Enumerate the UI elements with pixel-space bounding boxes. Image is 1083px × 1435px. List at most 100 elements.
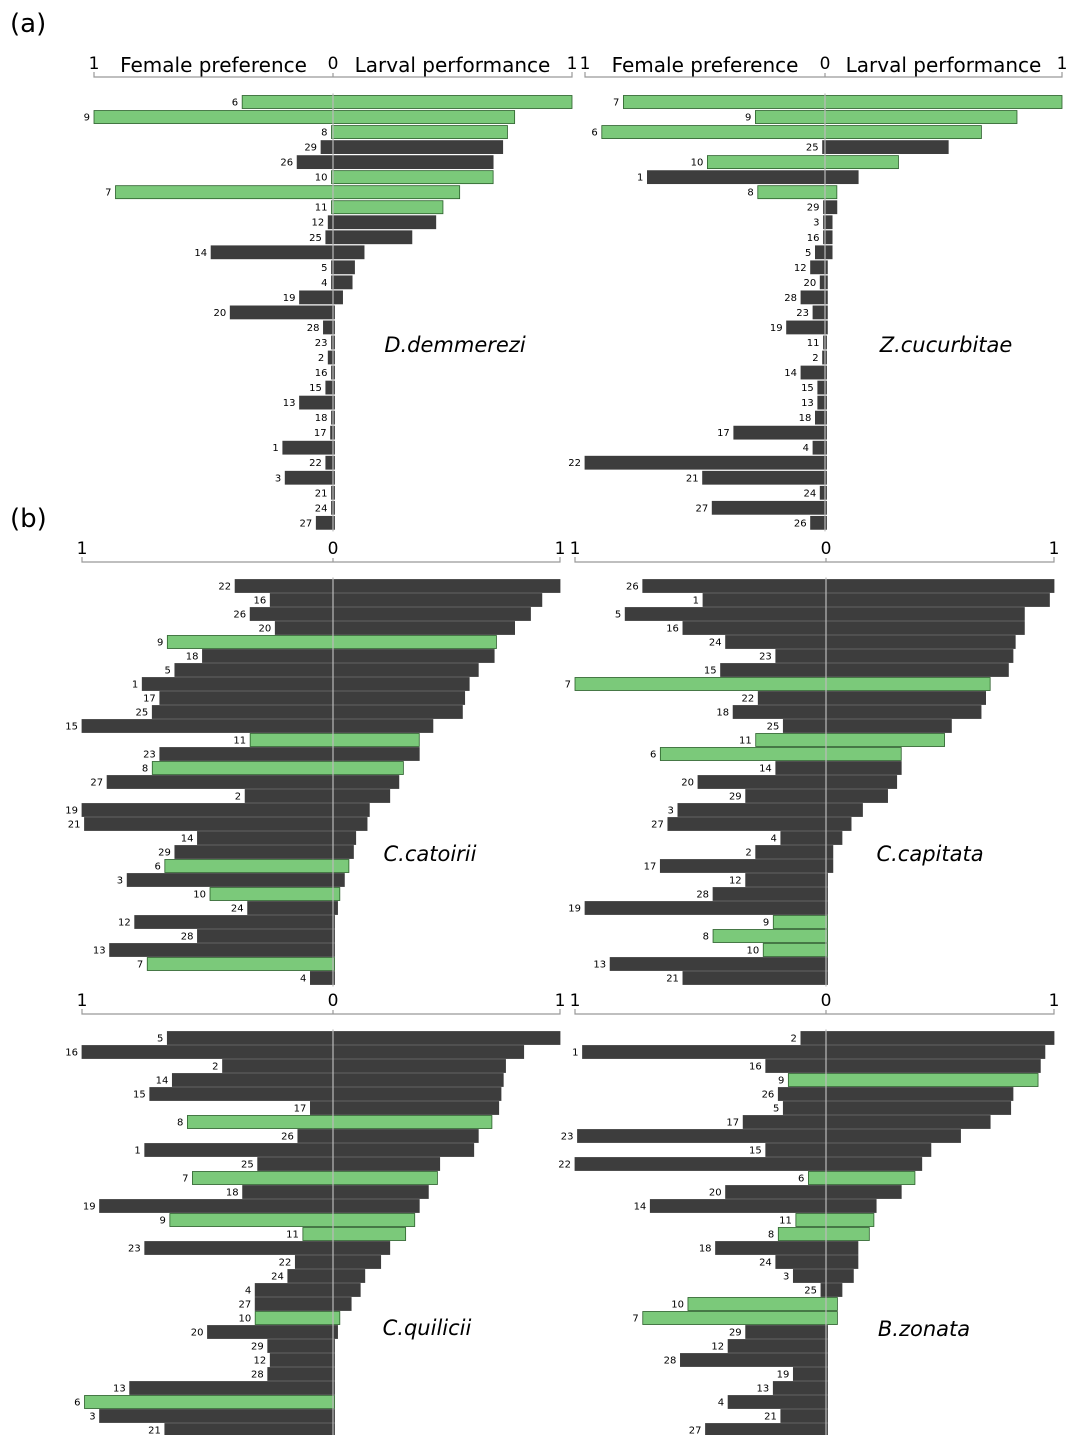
bar-label-7: 7 [105, 188, 111, 199]
bar-label-28: 28 [307, 323, 320, 334]
bar-label-24: 24 [271, 1272, 284, 1283]
bar-label-8: 8 [768, 1230, 774, 1241]
bar-label-24: 24 [709, 638, 722, 649]
bar-pref-16 [682, 621, 827, 635]
bar-pref-4 [727, 1395, 827, 1409]
bar-label-2: 2 [791, 1034, 797, 1045]
bar-pref-27 [106, 775, 334, 789]
bar-pref-27 [711, 500, 826, 515]
bar-pref-10 [707, 155, 826, 170]
bar-pref-27 [667, 817, 827, 831]
bar-perf-6 [824, 125, 982, 139]
bar-label-14: 14 [156, 1076, 169, 1087]
bar-pref-17 [159, 691, 334, 705]
bar-perf-29 [332, 140, 504, 154]
axis-left-tick-label: 1 [77, 539, 88, 559]
bar-pref-17 [310, 1101, 334, 1115]
bar-perf-16 [825, 1059, 1041, 1073]
header-larval-performance: Larval performance [355, 53, 551, 77]
bar-label-24: 24 [315, 503, 328, 514]
bar-label-12: 12 [254, 1356, 267, 1367]
bar-pref-21 [84, 817, 334, 831]
bar-label-4: 4 [300, 974, 306, 985]
bar-label-20: 20 [259, 624, 272, 635]
bar-label-8: 8 [321, 128, 327, 139]
bar-pref-2 [222, 1059, 334, 1073]
bar-label-11: 11 [807, 338, 820, 349]
bar-label-18: 18 [716, 708, 729, 719]
axis-zero-tick-label: 0 [821, 991, 832, 1011]
bar-label-4: 4 [718, 1398, 724, 1409]
bar-label-6: 6 [74, 1398, 80, 1409]
bar-pref-23 [812, 305, 826, 320]
bar-pref-13 [817, 395, 826, 410]
bar-perf-8 [824, 185, 838, 200]
bar-pref-3 [284, 470, 334, 485]
bar-perf-7 [824, 95, 1063, 109]
bar-perf-25 [332, 230, 413, 245]
header-female-preference: Female preference [612, 53, 799, 77]
bar-pref-19 [99, 1199, 334, 1213]
bar-pref-21 [164, 1423, 334, 1435]
bar-perf-3 [332, 873, 345, 887]
bar-pref-12 [269, 1353, 334, 1367]
bar-perf-14 [332, 245, 365, 260]
axis-right-tick-label: 1 [1049, 991, 1060, 1011]
axis-zero-tick-label: 0 [328, 54, 339, 74]
bar-pref-2 [327, 350, 334, 365]
bar-pref-23 [775, 649, 827, 663]
bar-pref-26 [777, 1087, 827, 1101]
bar-pref-5 [174, 663, 334, 677]
panel-c-catoirii: 1 0 12216262091851172515112382721921142963… [65, 539, 565, 987]
bar-label-9: 9 [84, 113, 90, 124]
bar-pref-1 [144, 1143, 334, 1157]
bar-label-1: 1 [134, 1146, 140, 1157]
bar-perf-26 [332, 155, 494, 170]
axis-line [584, 72, 1063, 78]
bar-label-17: 17 [644, 862, 657, 873]
bar-label-7: 7 [565, 680, 571, 691]
bar-perf-20 [825, 1185, 902, 1199]
bar-pref-6 [601, 125, 826, 139]
bar-label-16: 16 [749, 1062, 762, 1073]
bar-pref-2 [244, 789, 334, 803]
bar-pref-1 [647, 170, 826, 185]
axis-right-tick-label: 1 [555, 991, 566, 1011]
bar-perf-25 [332, 1157, 441, 1171]
bar-perf-25 [332, 705, 463, 719]
bar-pref-6 [241, 95, 334, 109]
bar-label-5: 5 [615, 610, 621, 621]
axis-zero-tick-label: 0 [328, 991, 339, 1011]
bar-perf-24 [825, 1255, 859, 1269]
bar-pref-8 [712, 929, 827, 943]
bar-perf-26 [332, 1129, 479, 1143]
bar-label-3: 3 [783, 1272, 789, 1283]
bar-label-27: 27 [300, 518, 313, 529]
bar-perf-4 [332, 1283, 361, 1297]
bar-pref-21 [780, 1409, 827, 1423]
bar-perf-26 [825, 579, 1055, 593]
bar-label-14: 14 [634, 1202, 647, 1213]
bar-label-25: 25 [806, 143, 819, 154]
axis-right-tick-label: 1 [1057, 54, 1068, 74]
bar-label-10: 10 [671, 1300, 684, 1311]
bar-label-12: 12 [794, 263, 807, 274]
bar-label-10: 10 [193, 890, 206, 901]
panel-c-capitata: 1 0 12615162423157221825116142029327421712… [565, 539, 1059, 987]
bar-perf-23 [332, 747, 420, 761]
bar-label-9: 9 [159, 1216, 165, 1227]
bar-label-13: 13 [757, 1384, 770, 1395]
bar-perf-14 [825, 761, 902, 775]
bar-perf-11 [825, 733, 945, 747]
bar-label-27: 27 [238, 1300, 251, 1311]
bar-perf-26 [332, 607, 531, 621]
bar-label-28: 28 [784, 293, 797, 304]
bar-perf-11 [332, 200, 444, 215]
bar-pref-16 [81, 1045, 334, 1059]
header-larval-performance: Larval performance [846, 53, 1042, 77]
bar-label-1: 1 [693, 596, 699, 607]
bar-pref-14 [210, 245, 334, 260]
bar-label-5: 5 [805, 248, 811, 259]
bar-label-6: 6 [650, 750, 656, 761]
